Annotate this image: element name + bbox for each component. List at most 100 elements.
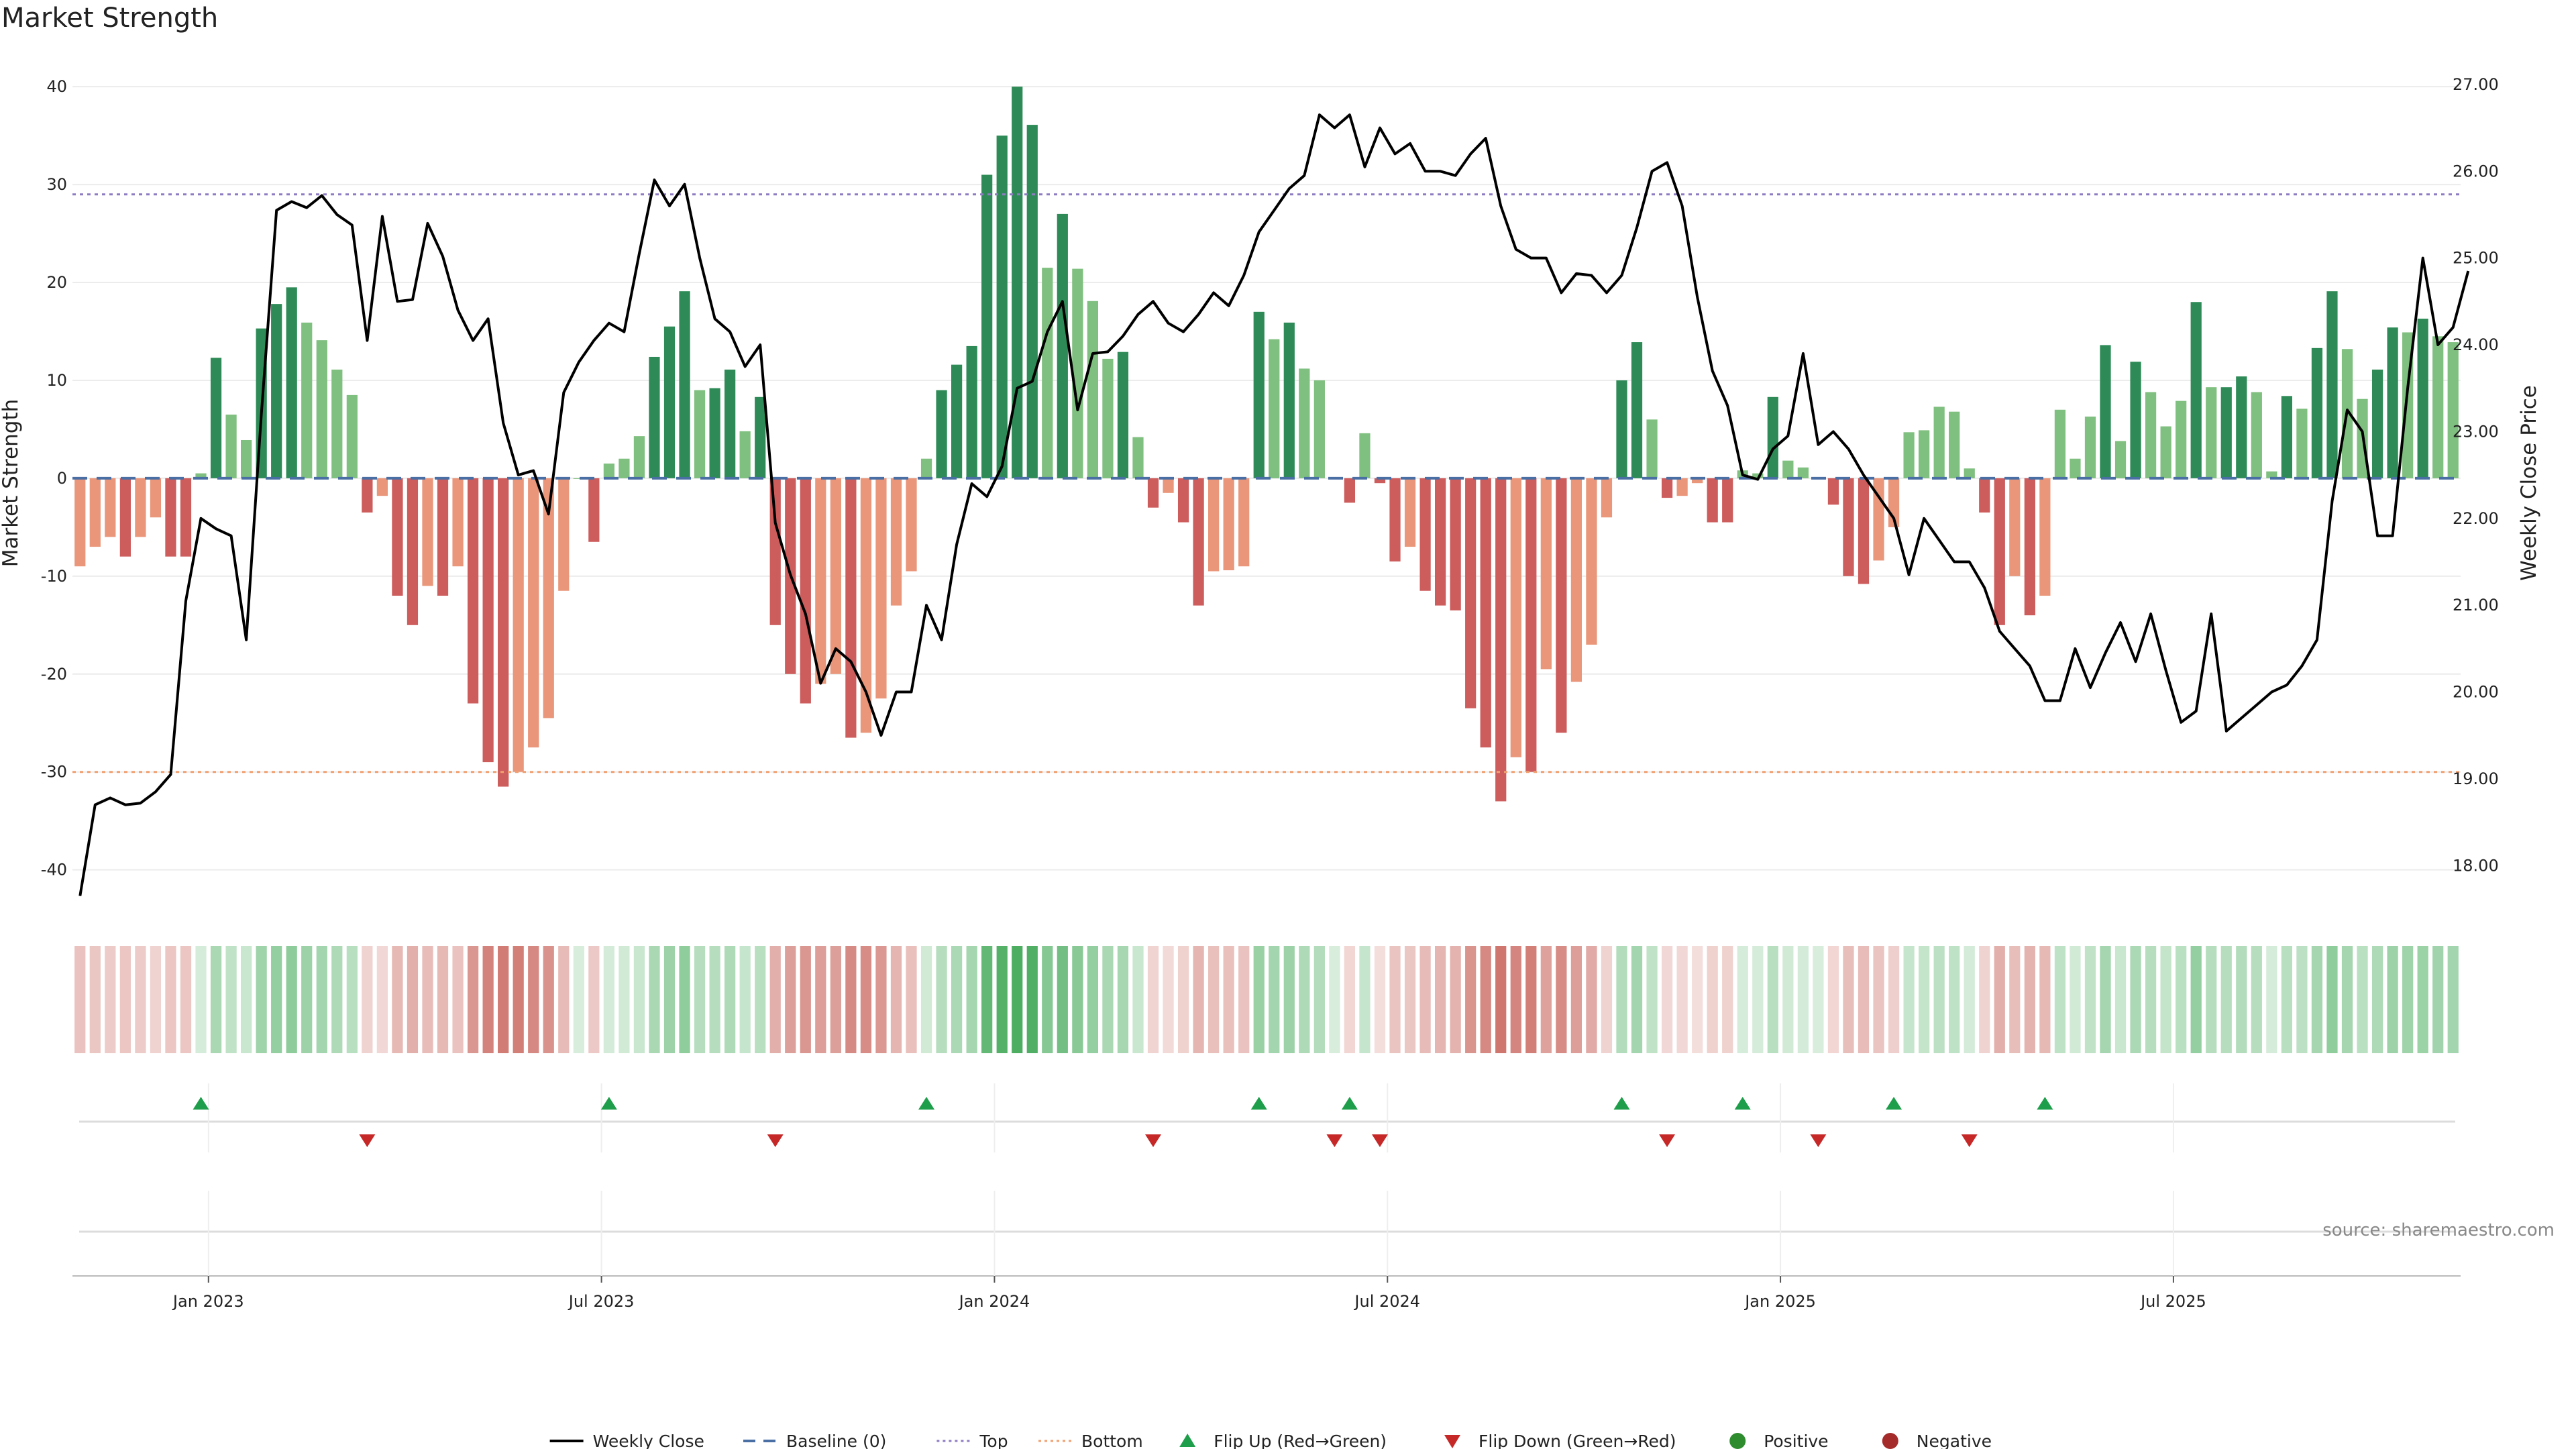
strength-cell [119,946,131,1053]
strength-cell [2357,946,2368,1053]
flip-down-marker [1961,1134,1978,1147]
strength-bar [1117,352,1129,478]
strength-cell [1813,946,1824,1053]
flip-up-marker [1341,1097,1358,1110]
legend-item: Positive [1729,1432,1829,1449]
strength-cell [1147,946,1159,1053]
strength-bar [1752,473,1764,478]
strength-bar [1223,478,1234,571]
strength-cell [1374,946,1386,1053]
strength-cell [2176,946,2187,1053]
strength-cell [346,946,358,1053]
strength-cell [2402,946,2414,1053]
strength-bar [981,174,993,478]
legend-label: Baseline (0) [786,1432,886,1449]
strength-bar [2009,478,2021,576]
strength-cell [1919,946,1930,1053]
strength-bar [1450,478,1461,610]
strength-bar [1132,437,1144,478]
strength-cell [2114,946,2127,1053]
strength-cell [1601,946,1613,1053]
strength-cell [619,946,630,1053]
strength-cell [1707,946,1718,1053]
strength-cell [2054,946,2066,1053]
strength-bar [2160,426,2171,478]
strength-bar [150,478,162,518]
strength-bar [1979,478,1990,513]
right-tick-label: 18.00 [2453,856,2499,875]
strength-cell [271,946,282,1053]
strength-bar [1283,322,1295,478]
strength-cell [588,946,600,1053]
strength-cell [362,946,373,1053]
strength-bar [422,478,433,586]
strength-bar [1269,339,1280,478]
strength-cell [1329,946,1340,1053]
x-tick-label: Jul 2023 [568,1292,635,1311]
strength-bar [694,390,706,478]
strength-cell [2371,946,2383,1053]
strength-cell [694,946,706,1053]
legend-item: Top [936,1432,1008,1449]
strength-bar [482,478,494,763]
strength-bar [875,478,887,699]
flip-up-marker [1613,1097,1630,1110]
strength-cell [225,946,237,1053]
empty-panel: Jan 2023 Jul 2023 Jan 2024 Jul 2024 Jan 2025… [72,1191,2461,1311]
strength-cell [2266,946,2277,1053]
strength-cell [1404,946,1416,1053]
flip-down-marker [1145,1134,1162,1147]
strength-cell [1586,946,1597,1053]
strength-cell [467,946,479,1053]
strength-bar [679,291,690,478]
legend-item: Bottom [1038,1432,1143,1449]
strength-cell [150,946,162,1053]
strength-cell [301,946,313,1053]
strength-bar [1193,478,1204,606]
strength-cell [1057,946,1068,1053]
strength-bar [1631,342,1643,478]
strength-bar [1238,478,1250,567]
strength-cell [2326,946,2338,1053]
strength-cell [2130,946,2141,1053]
strength-bar [2114,441,2127,478]
strength-cell [422,946,433,1053]
strength-cell [1344,946,1356,1053]
left-tick-label: 30 [46,175,67,194]
strength-cell [845,946,857,1053]
strength-bar [1510,478,1521,757]
strength-cell [2387,946,2398,1053]
strength-bar [1676,478,1688,496]
strength-bar [1435,478,1446,606]
legend-label: Flip Up (Red→Green) [1214,1432,1387,1449]
strength-bar [2039,478,2051,596]
strength-cell [830,946,841,1053]
strength-cell [1888,946,1900,1053]
strength-bar [210,358,222,478]
strength-bar [1525,478,1537,772]
strength-cell [392,946,403,1053]
strength-bar [724,369,736,478]
strength-bar [1344,478,1356,503]
strength-cell [1752,946,1764,1053]
strength-bar [1208,478,1220,572]
strength-bar [1843,478,1854,576]
strength-cell [1782,946,1794,1053]
x-tick-label: Jul 2024 [1353,1292,1420,1311]
strength-bar [663,326,676,478]
strength-cell [1283,946,1295,1053]
strength-bar [1540,478,1552,669]
flip-down-marker [359,1134,376,1147]
strength-bar [119,478,131,557]
legend-item: Baseline (0) [743,1432,886,1449]
strength-cell [966,946,977,1053]
right-tick-label: 21.00 [2453,596,2499,614]
strength-cell [2084,946,2096,1053]
strength-cell [1676,946,1688,1053]
strength-bar [649,356,660,478]
strength-bar [890,478,902,606]
right-tick-label: 25.00 [2453,249,2499,268]
strength-cell [906,946,917,1053]
strength-bar [996,136,1008,478]
strength-cell [1556,946,1567,1053]
